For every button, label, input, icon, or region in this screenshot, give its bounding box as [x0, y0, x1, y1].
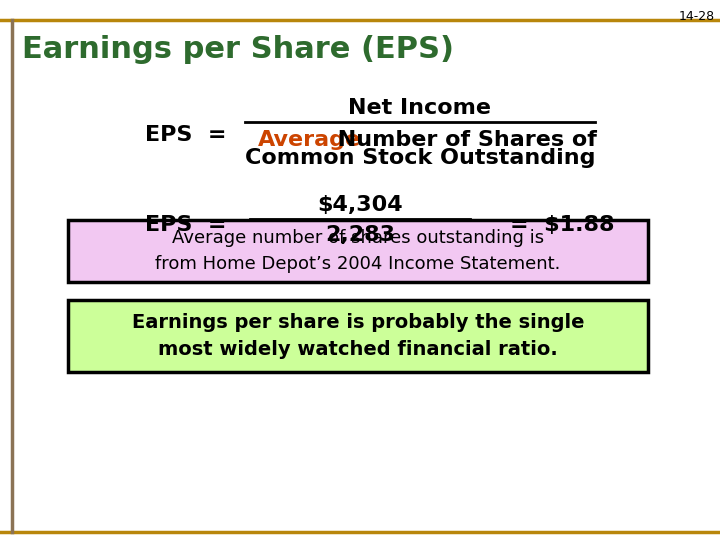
- Text: Average: Average: [258, 130, 361, 150]
- Text: Number of Shares of: Number of Shares of: [330, 130, 597, 150]
- Text: Net Income: Net Income: [348, 98, 492, 118]
- Text: Earnings per share is probably the single
most widely watched financial ratio.: Earnings per share is probably the singl…: [132, 313, 584, 359]
- FancyBboxPatch shape: [68, 300, 648, 372]
- Text: 14-28: 14-28: [679, 10, 715, 23]
- Text: Common Stock Outstanding: Common Stock Outstanding: [245, 148, 595, 168]
- Text: EPS  =: EPS =: [145, 215, 227, 235]
- Text: $4,304: $4,304: [318, 195, 402, 215]
- Text: =  $1.88: = $1.88: [510, 215, 614, 235]
- FancyBboxPatch shape: [68, 220, 648, 282]
- Text: EPS  =: EPS =: [145, 125, 227, 145]
- Text: Average number of shares outstanding is
from Home Depot’s 2004 Income Statement.: Average number of shares outstanding is …: [156, 229, 561, 273]
- Text: 2,283: 2,283: [325, 225, 395, 245]
- Text: Earnings per Share (EPS): Earnings per Share (EPS): [22, 35, 454, 64]
